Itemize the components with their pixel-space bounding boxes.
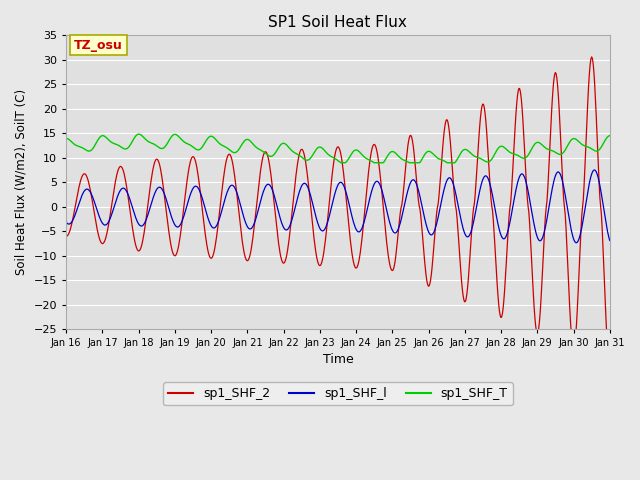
sp1_SHF_T [128,139,136,145]
sp1_SHF_2 [404,143,412,149]
sp1_SHF_l [183,202,191,208]
sp1_SHF_l [404,188,412,193]
sp1_SHF_2 [588,54,595,60]
sp1_SHF_l [420,211,428,217]
sp1_SHF_2 [72,200,80,205]
sp1_SHF_T [337,160,345,166]
Y-axis label: Soil Heat Flux (W/m2), SoilT (C): Soil Heat Flux (W/m2), SoilT (C) [15,89,28,276]
sp1_SHF_T [421,151,429,156]
sp1_SHF_l [212,224,220,229]
sp1_SHF_l [72,210,80,216]
sp1_SHF_2 [183,178,191,183]
Line: sp1_SHF_T: sp1_SHF_T [66,134,610,163]
sp1_SHF_T [62,136,70,142]
sp1_SHF_l [62,219,70,225]
sp1_SHF_2 [128,221,136,227]
sp1_SHF_l [606,238,614,243]
sp1_SHF_T [212,138,220,144]
Line: sp1_SHF_2: sp1_SHF_2 [66,57,610,365]
Text: TZ_osu: TZ_osu [74,38,123,51]
X-axis label: Time: Time [323,352,353,366]
sp1_SHF_2 [62,233,70,239]
sp1_SHF_T [606,133,614,139]
sp1_SHF_T [184,141,191,147]
Title: SP1 Soil Heat Flux: SP1 Soil Heat Flux [268,15,407,30]
sp1_SHF_l [591,167,598,173]
sp1_SHF_2 [420,248,428,254]
sp1_SHF_T [406,160,413,166]
sp1_SHF_T [72,143,80,148]
sp1_SHF_l [128,203,136,208]
sp1_SHF_2 [606,362,614,368]
Line: sp1_SHF_l: sp1_SHF_l [66,170,610,243]
Legend: sp1_SHF_2, sp1_SHF_l, sp1_SHF_T: sp1_SHF_2, sp1_SHF_l, sp1_SHF_T [163,383,513,406]
sp1_SHF_T [135,131,143,137]
sp1_SHF_2 [212,239,220,245]
sp1_SHF_l [573,240,580,246]
